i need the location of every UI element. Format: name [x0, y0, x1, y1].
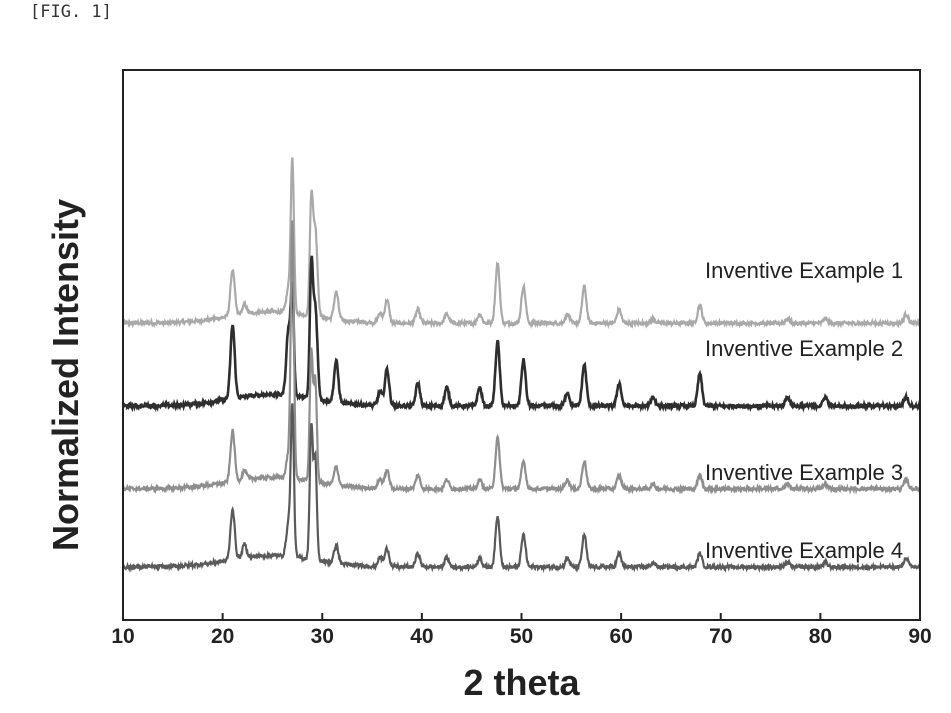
y-axis-title: Normalized Intensity	[45, 199, 86, 551]
series-label-1: Inventive Example 1	[705, 258, 903, 283]
series-line-3	[122, 220, 921, 495]
series-label-4: Inventive Example 4	[705, 538, 903, 563]
x-tick-label: 70	[709, 625, 732, 648]
x-tick-label: 80	[809, 625, 832, 648]
x-axis: 10 20 30 40 50 60 70 80 90	[111, 613, 932, 648]
x-tick-label: 20	[211, 625, 234, 648]
series-label-3: Inventive Example 3	[705, 460, 903, 485]
x-tick-label: 40	[410, 625, 433, 648]
figure-label: [FIG. 1]	[30, 2, 112, 22]
x-tick-label: 90	[908, 625, 931, 648]
series-line-1	[121, 157, 922, 330]
x-tick-label: 10	[111, 625, 134, 648]
series-labels: Inventive Example 1 Inventive Example 2 In…	[705, 258, 903, 563]
x-tick-label: 60	[609, 625, 632, 648]
series-label-2: Inventive Example 2	[705, 336, 903, 361]
series-line-4	[122, 403, 922, 574]
x-tick-label: 50	[510, 625, 533, 648]
x-tick-label: 30	[311, 625, 334, 648]
series-line-2	[122, 255, 922, 413]
x-axis-title: 2 theta	[463, 662, 580, 703]
series-layer	[121, 157, 922, 574]
